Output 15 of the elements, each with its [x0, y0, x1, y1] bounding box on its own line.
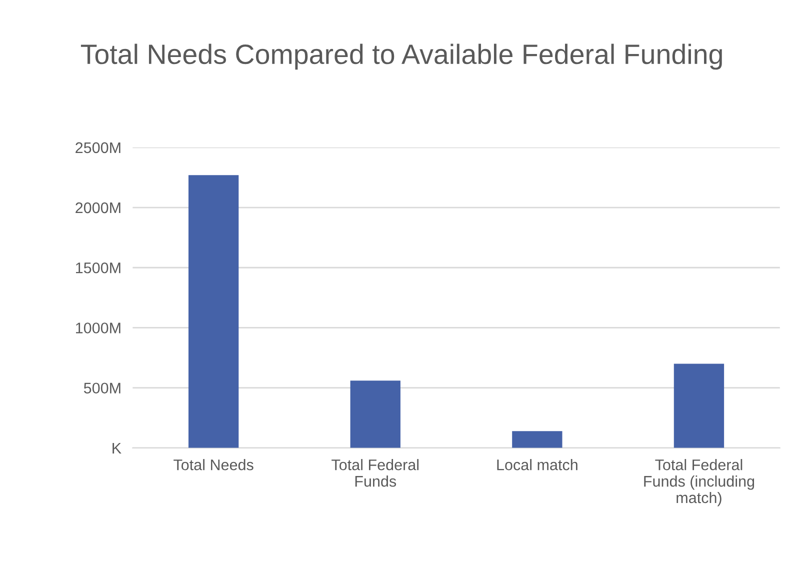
- y-tick-label: 2000M: [76, 202, 120, 214]
- x-tick-label: Local match: [497, 459, 578, 470]
- y-tick-label: 2500M: [76, 142, 120, 154]
- bar: [350, 380, 400, 448]
- bar: [188, 175, 239, 448]
- bar: [674, 364, 724, 448]
- y-tick-label: 1000M: [76, 322, 120, 334]
- chart-title: Total Needs Compared to Available Federal Funding: [80, 44, 722, 70]
- x-tick-label: Total Federal Funds (including match): [644, 459, 754, 506]
- x-tick-label: Total Federal Funds: [332, 459, 419, 487]
- y-tick-label: 500M: [84, 382, 120, 394]
- y-tick-label: K: [112, 442, 122, 454]
- bar: [512, 431, 562, 448]
- x-tick-label: Total Needs: [174, 459, 254, 470]
- y-tick-label: 1500M: [76, 262, 120, 274]
